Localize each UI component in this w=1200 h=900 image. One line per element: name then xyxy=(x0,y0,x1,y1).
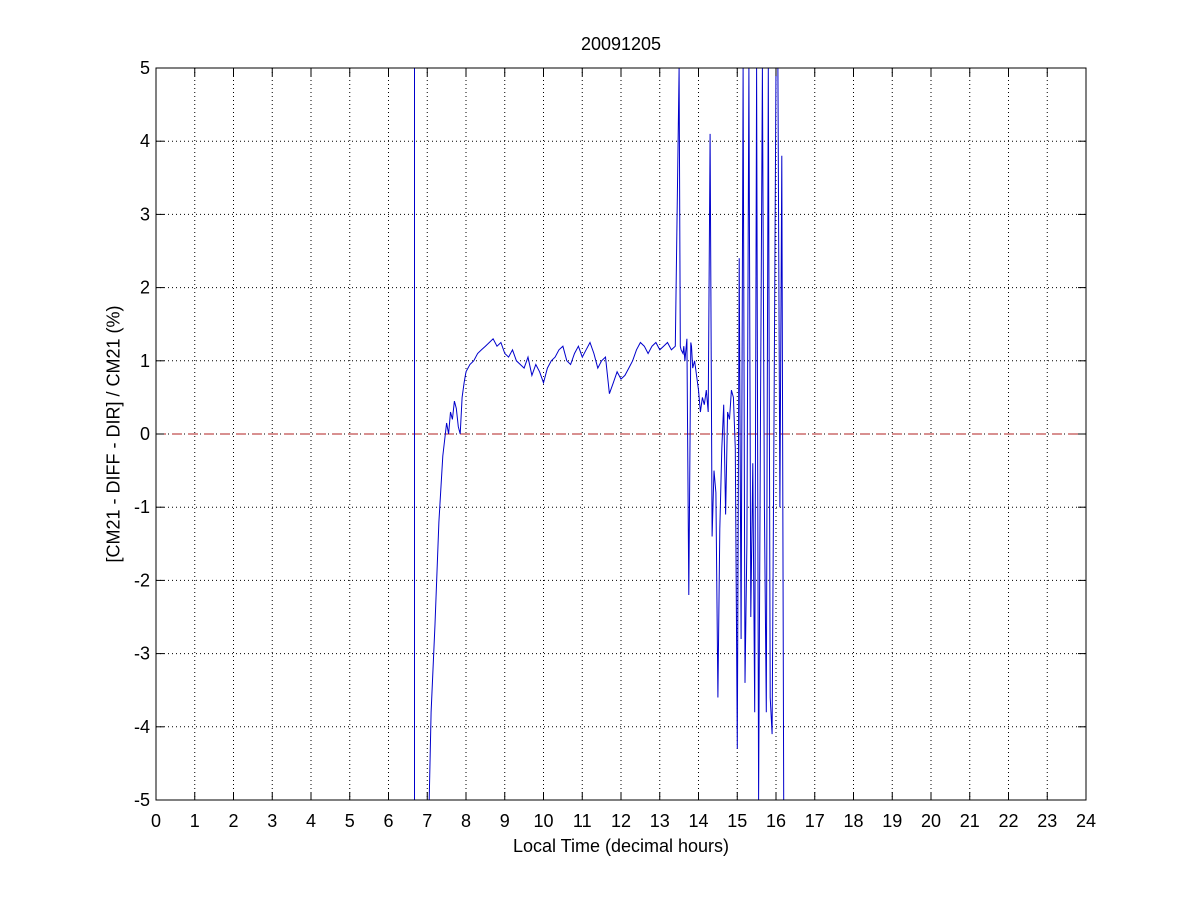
x-tick-label: 8 xyxy=(461,811,471,831)
x-tick-label: 22 xyxy=(998,811,1018,831)
y-tick-label: -3 xyxy=(134,644,150,664)
chart-title: 20091205 xyxy=(580,34,662,54)
y-tick-label: 2 xyxy=(140,278,150,298)
x-tick-label: 17 xyxy=(805,811,825,831)
series-line-1 xyxy=(414,68,785,800)
y-tick-label: -1 xyxy=(134,497,150,517)
x-tick-label: 0 xyxy=(151,811,161,831)
y-tick-label: 4 xyxy=(140,131,150,151)
x-tick-label: 16 xyxy=(766,811,786,831)
x-axis-label: Local Time (decimal hours) xyxy=(512,836,730,856)
x-tick-label: 5 xyxy=(345,811,355,831)
y-tick-label: 5 xyxy=(140,58,150,78)
y-tick-label: 0 xyxy=(140,424,150,444)
x-tick-label: 19 xyxy=(882,811,902,831)
x-tick-label: 4 xyxy=(306,811,316,831)
y-tick-label: 1 xyxy=(140,351,150,371)
x-tick-label: 1 xyxy=(190,811,200,831)
x-tick-label: 15 xyxy=(727,811,747,831)
x-tick-label: 14 xyxy=(688,811,708,831)
x-tick-label: 6 xyxy=(383,811,393,831)
x-tick-label: 12 xyxy=(611,811,631,831)
x-tick-label: 10 xyxy=(533,811,553,831)
x-tick-label: 20 xyxy=(921,811,941,831)
x-tick-label: 11 xyxy=(573,811,592,831)
x-tick-label: 24 xyxy=(1076,811,1096,831)
x-tick-label: 13 xyxy=(650,811,670,831)
x-tick-label: 21 xyxy=(960,811,980,831)
x-tick-label: 2 xyxy=(228,811,238,831)
y-tick-label: -5 xyxy=(134,790,150,810)
x-tick-label: 3 xyxy=(267,811,277,831)
y-tick-label: -2 xyxy=(134,570,150,590)
y-tick-label: -4 xyxy=(134,717,150,737)
y-tick-label: 3 xyxy=(140,204,150,224)
x-tick-label: 9 xyxy=(500,811,510,831)
x-tick-label: 18 xyxy=(843,811,863,831)
x-tick-label: 7 xyxy=(422,811,432,831)
x-tick-label: 23 xyxy=(1037,811,1057,831)
